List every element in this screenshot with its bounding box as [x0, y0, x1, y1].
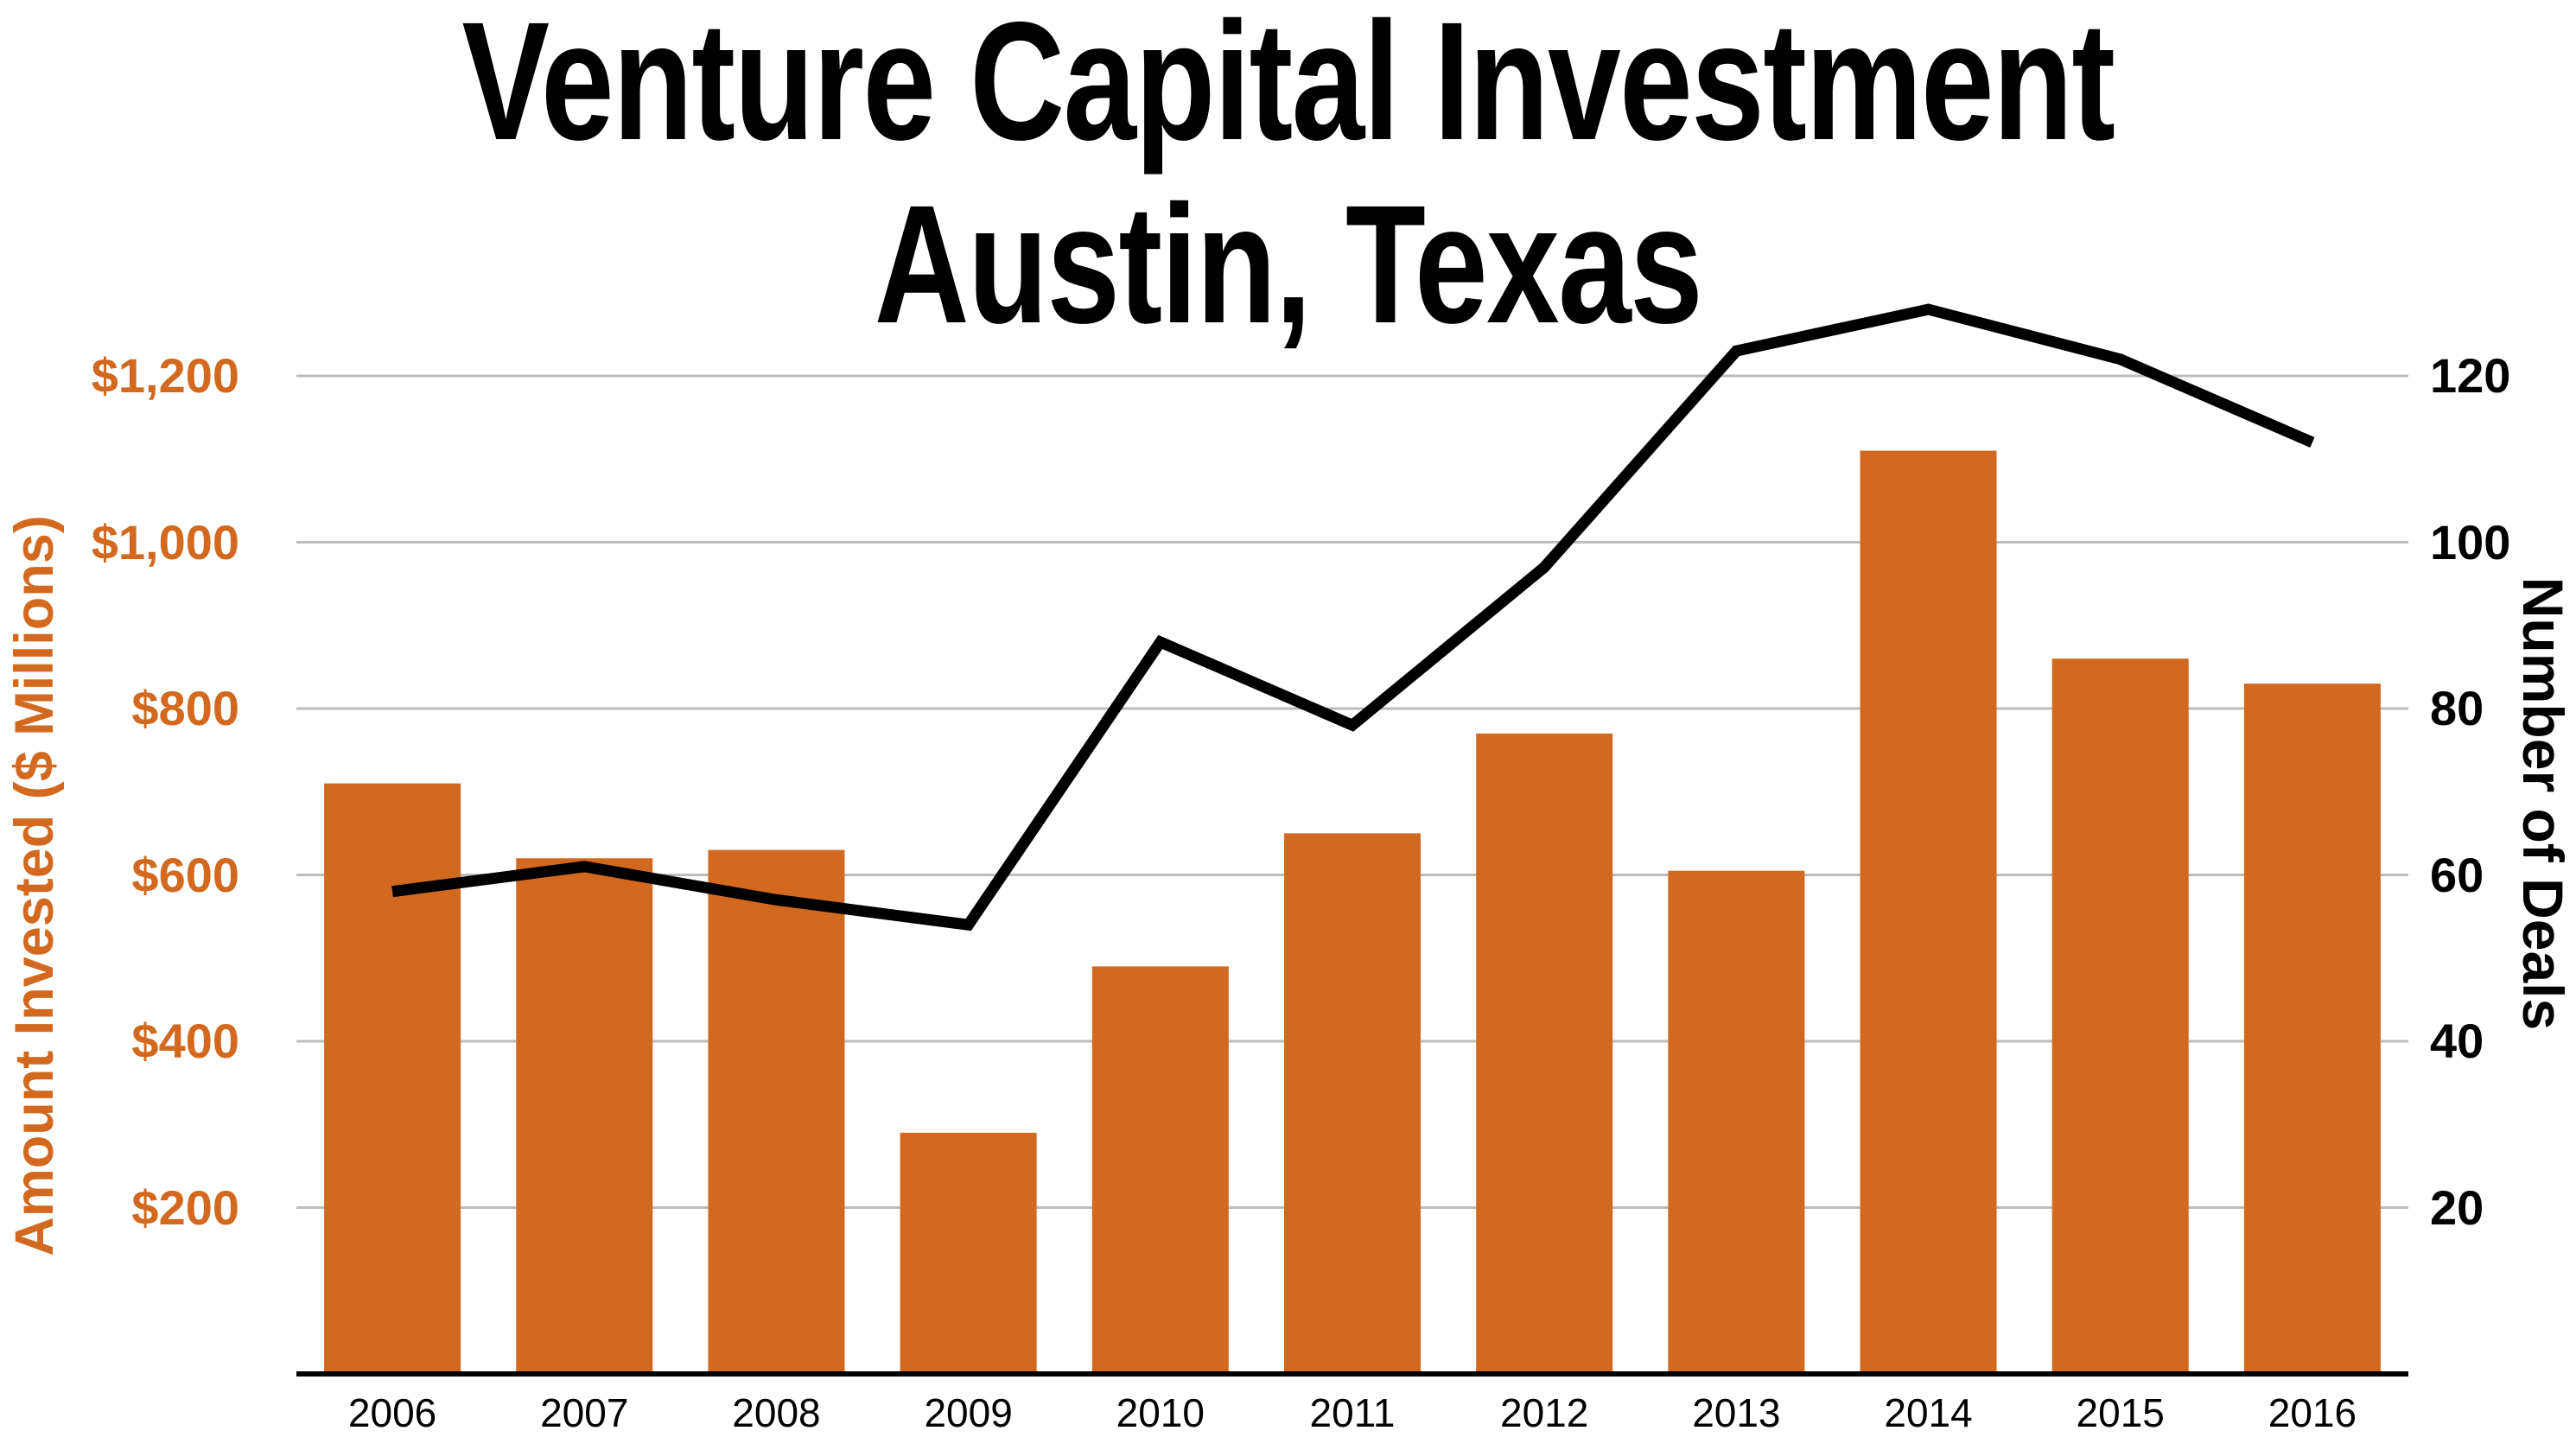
y-axis-right-tick-120: 120 — [2430, 348, 2511, 403]
x-axis-label-2006: 2006 — [347, 1390, 437, 1435]
x-axis-label-2015: 2015 — [2076, 1390, 2165, 1435]
bar-2013 — [1668, 870, 1805, 1371]
chart-title-line1: Venture Capital Investment — [461, 0, 2115, 175]
y-axis-left-tick-200: $200 — [131, 1179, 239, 1235]
x-axis-label-2011: 2011 — [1309, 1390, 1396, 1435]
y-axis-right-tick-100: 100 — [2430, 514, 2511, 569]
x-axis-label-2013: 2013 — [1692, 1390, 1781, 1435]
y-axis-left-tick-400: $400 — [131, 1014, 239, 1068]
y-axis-left-tick-1200: $1,200 — [91, 348, 239, 403]
y-axis-right-tick-60: 60 — [2430, 847, 2484, 902]
y-axis-right-tick-20: 20 — [2430, 1179, 2484, 1235]
chart-title-line2: Austin, Texas — [874, 170, 1703, 359]
bar-2008 — [708, 849, 845, 1371]
x-axis-label-2012: 2012 — [1500, 1390, 1589, 1435]
bar-2009 — [900, 1132, 1037, 1371]
chart-title: Venture Capital Investment Austin, Texas — [283, 0, 2293, 356]
y-axis-left-tick-800: $800 — [131, 681, 239, 735]
y-axis-right-tick-80: 80 — [2430, 681, 2484, 735]
y-axis-left-tick-600: $600 — [131, 847, 239, 902]
x-axis-label-2016: 2016 — [2268, 1390, 2357, 1435]
bar-2007 — [516, 858, 653, 1371]
x-axis-label-2010: 2010 — [1116, 1390, 1205, 1435]
x-axis-line — [296, 1371, 2408, 1377]
x-axis-label-2007: 2007 — [540, 1390, 629, 1435]
right-axis-title: Number of Deals — [2511, 576, 2575, 1031]
bar-2006 — [324, 783, 461, 1371]
bar-2011 — [1284, 833, 1421, 1371]
deals-line — [391, 303, 2315, 932]
bar-2015 — [2051, 658, 2189, 1371]
y-axis-right-tick-40: 40 — [2430, 1014, 2484, 1068]
x-axis-label-2008: 2008 — [732, 1390, 821, 1435]
bar-2010 — [1091, 966, 1229, 1371]
x-axis-label-2014: 2014 — [1884, 1390, 1973, 1435]
x-axis-label-2009: 2009 — [924, 1390, 1013, 1435]
bar-2012 — [1476, 733, 1613, 1371]
bar-2014 — [1860, 450, 1997, 1371]
y-axis-left-tick-1000: $1,000 — [91, 514, 239, 569]
bar-2016 — [2243, 684, 2381, 1371]
